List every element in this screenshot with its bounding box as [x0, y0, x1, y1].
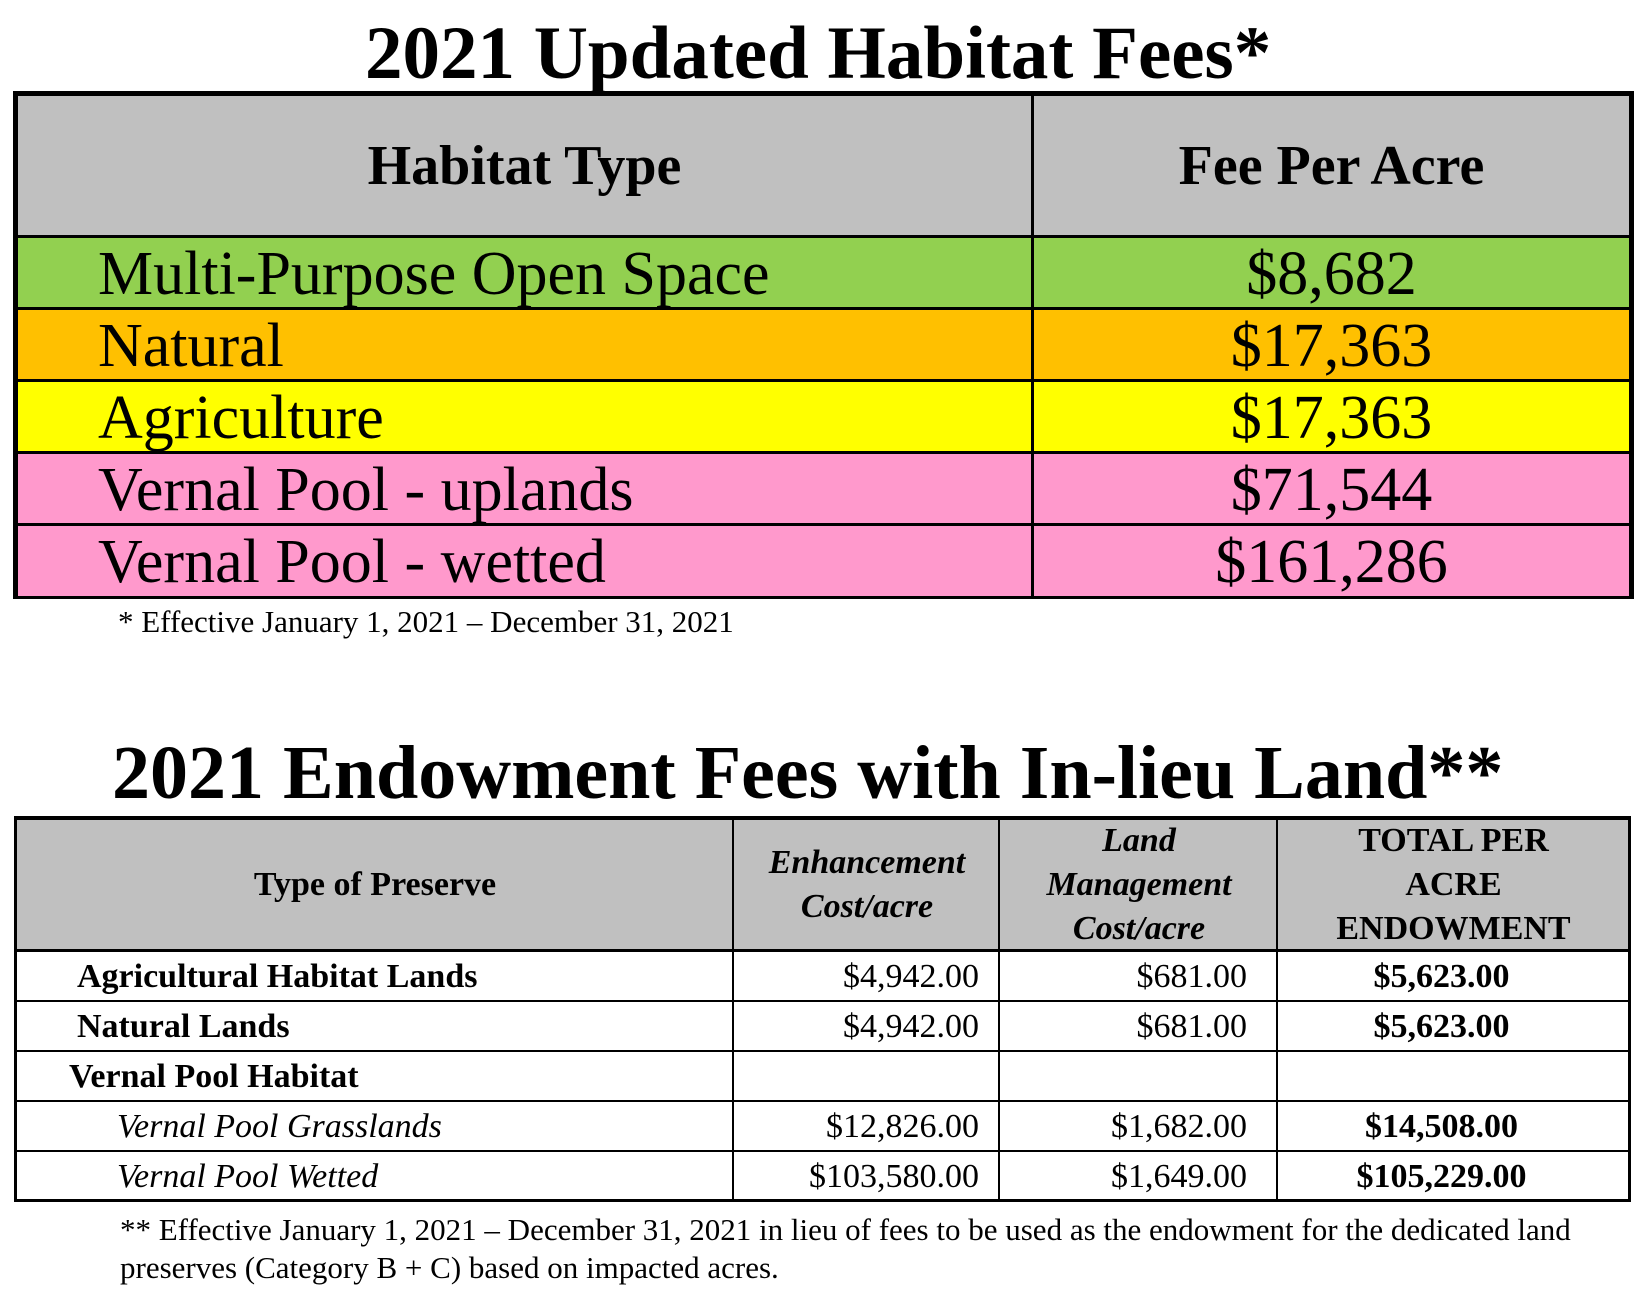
header-label-line: Cost/acre: [1072, 909, 1206, 947]
total-endowment-cell: $14,508.00: [1365, 1108, 1518, 1145]
endowment-fees-title: 2021 Endowment Fees with In-lieu Land**: [112, 731, 1504, 815]
habitat-fees-title: 2021 Updated Habitat Fees*: [365, 12, 1272, 95]
table-row: Agriculture $17,363: [18, 382, 1629, 454]
land-management-cost-cell: $1,649.00: [1111, 1158, 1247, 1195]
land-management-cost-cell: $1,682.00: [1111, 1108, 1247, 1145]
table-row: Vernal Pool Wetted $103,580.00 $1,649.00…: [17, 1152, 1628, 1199]
total-endowment-cell: $105,229.00: [1356, 1158, 1527, 1195]
fee-cell: $17,363: [1230, 312, 1433, 380]
enhancement-cost-cell: [735, 1052, 989, 1100]
land-management-cost-cell: $681.00: [1136, 958, 1248, 995]
table-row: Natural $17,363: [18, 310, 1629, 382]
habitat-fees-header-row: Habitat Type Fee Per Acre: [18, 96, 1629, 238]
total-endowment-cell: $5,623.00: [1373, 1008, 1510, 1045]
preserve-group-cell: Vernal Pool Habitat: [69, 1058, 359, 1095]
table-row: Vernal Pool - uplands $71,544: [18, 454, 1629, 526]
header-label-line: Land: [1102, 821, 1176, 859]
header-label-line: Enhancement: [768, 843, 966, 881]
table-row: Vernal Pool Habitat: [17, 1052, 1628, 1102]
header-fee-per-acre: Fee Per Acre: [1178, 134, 1485, 197]
preserve-type-cell: Agricultural Habitat Lands: [77, 958, 478, 995]
habitat-type-cell: Agriculture: [98, 384, 384, 452]
header-enhancement-cost: Enhancement Cost/acre: [735, 820, 999, 949]
total-endowment-cell: [1279, 1052, 1628, 1100]
preserve-type-cell: Natural Lands: [77, 1008, 290, 1045]
endowment-fees-table: Type of Preserve Enhancement Cost/acre L…: [14, 816, 1631, 1202]
header-total-per-acre-endowment: TOTAL PER ACRE ENDOWMENT: [1279, 820, 1628, 949]
header-label: Type of Preserve: [253, 865, 497, 903]
enhancement-cost-cell: $12,826.00: [826, 1108, 979, 1145]
habitat-type-cell: Multi-Purpose Open Space: [98, 240, 770, 308]
land-management-cost-cell: $681.00: [1136, 1008, 1248, 1045]
header-habitat-type: Habitat Type: [367, 134, 682, 197]
table-row: Agricultural Habitat Lands $4,942.00 $68…: [17, 952, 1628, 1002]
enhancement-cost-cell: $4,942.00: [843, 1008, 979, 1045]
enhancement-cost-cell: $4,942.00: [843, 958, 979, 995]
preserve-subtype-cell: Vernal Pool Wetted: [117, 1158, 379, 1195]
column-divider: [1276, 820, 1278, 1199]
preserve-subtype-cell: Vernal Pool Grasslands: [117, 1108, 442, 1145]
habitat-type-cell: Vernal Pool - uplands: [98, 456, 634, 524]
header-label-line: ENDOWMENT: [1336, 909, 1571, 947]
fee-cell: $161,286: [1215, 528, 1448, 596]
header-label-line: Cost/acre: [800, 887, 934, 925]
endowment-header-row: Type of Preserve Enhancement Cost/acre L…: [17, 820, 1628, 952]
header-land-management-cost: Land Management Cost/acre: [1001, 820, 1277, 949]
table-row: Natural Lands $4,942.00 $681.00 $5,623.0…: [17, 1002, 1628, 1052]
habitat-fees-table: Habitat Type Fee Per Acre Multi-Purpose …: [13, 91, 1634, 599]
column-divider: [1031, 96, 1034, 596]
table-row: Vernal Pool - wetted $161,286: [18, 526, 1629, 596]
column-divider: [998, 820, 1000, 1199]
endowment-fees-footnote: ** Effective January 1, 2021 – December …: [120, 1212, 1571, 1285]
header-label-line: Management: [1046, 865, 1232, 903]
column-divider: [732, 820, 734, 1199]
header-label-line: TOTAL PER: [1358, 821, 1549, 859]
table-row: Multi-Purpose Open Space $8,682: [18, 238, 1629, 310]
land-management-cost-cell: [1001, 1052, 1259, 1100]
fee-cell: $71,544: [1230, 456, 1433, 524]
header-type-of-preserve: Type of Preserve: [17, 820, 733, 949]
fee-cell: $17,363: [1230, 384, 1433, 452]
fee-cell: $8,682: [1246, 240, 1417, 308]
total-endowment-cell: $5,623.00: [1373, 958, 1510, 995]
table-row: Vernal Pool Grasslands $12,826.00 $1,682…: [17, 1102, 1628, 1152]
header-label-line: ACRE: [1405, 865, 1502, 903]
habitat-type-cell: Natural: [98, 312, 284, 380]
enhancement-cost-cell: $103,580.00: [809, 1158, 979, 1195]
habitat-fees-footnote: * Effective January 1, 2021 – December 3…: [118, 604, 734, 639]
habitat-type-cell: Vernal Pool - wetted: [98, 528, 606, 596]
